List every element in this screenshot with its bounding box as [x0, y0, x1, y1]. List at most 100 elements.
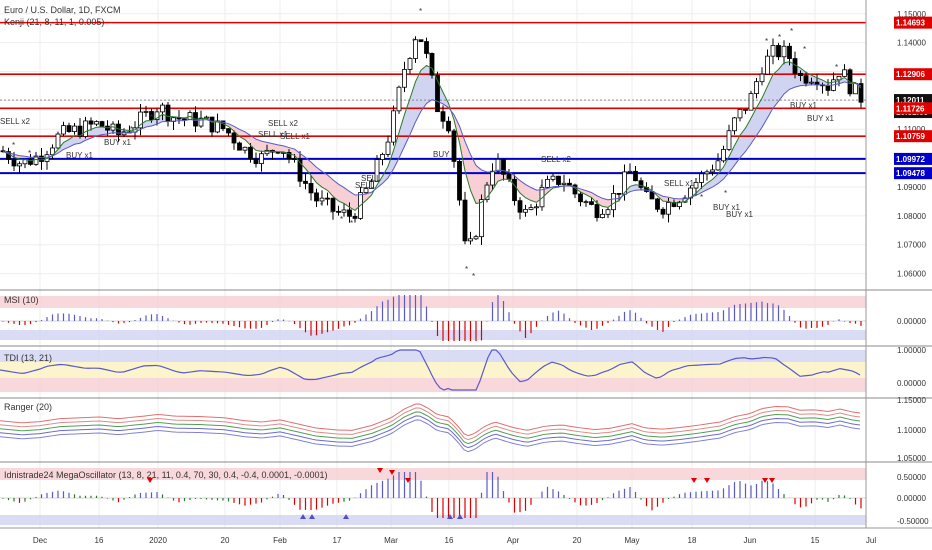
mega-down-marker	[405, 478, 411, 483]
band-segment	[267, 142, 273, 152]
candle-body	[369, 181, 374, 189]
msi-title: MSI (10)	[4, 295, 39, 305]
candle-body	[28, 159, 33, 165]
candle-body	[143, 111, 149, 113]
candle-body	[787, 45, 792, 59]
candle-body	[567, 182, 572, 186]
signal-star: *	[412, 37, 415, 46]
band-segment	[366, 192, 372, 201]
candle-body	[237, 142, 242, 151]
price-axis-tick: 1.06000	[897, 270, 926, 279]
candle-body	[198, 117, 204, 127]
candle-body	[308, 183, 314, 194]
band-segment	[734, 135, 740, 166]
slow-ma-line	[2, 81, 862, 201]
candle-body	[721, 149, 726, 162]
band-segment	[767, 74, 773, 118]
band-segment	[300, 153, 306, 169]
candle-body	[11, 159, 17, 167]
candle-body	[523, 209, 528, 213]
signal-star: *	[803, 45, 806, 54]
candle-body	[396, 86, 402, 112]
signal-stars: * * * * * * * * * * * * * * * * * * * * *	[12, 7, 838, 281]
candle-body	[391, 110, 396, 143]
time-axis-label: Dec	[33, 536, 47, 545]
ranger-line	[0, 407, 861, 441]
candle-body	[836, 76, 842, 81]
candle-body	[77, 125, 83, 137]
candle-body	[330, 197, 336, 212]
tdi-lower-zone	[0, 378, 866, 392]
band-segment	[476, 165, 482, 204]
candle-body	[473, 236, 479, 240]
band-segment	[327, 174, 333, 197]
band-segment	[404, 98, 410, 147]
price-tag-box	[894, 68, 932, 81]
band-segment	[707, 179, 713, 190]
signal-star: *	[700, 193, 703, 202]
signal-label: SELL x1	[258, 130, 288, 139]
candle-body	[248, 146, 253, 160]
time-axis-label: 15	[811, 536, 820, 545]
mega-down-marker	[769, 478, 775, 483]
band-segment	[822, 80, 828, 86]
price-tag-box	[894, 167, 932, 180]
candle-body	[693, 182, 699, 189]
signal-star: *	[130, 125, 133, 134]
candle-body	[319, 197, 325, 202]
band-segment	[333, 179, 339, 201]
fast-ma-line	[2, 61, 862, 211]
price-axis[interactable]: 1.150001.140001.130001.120001.110001.100…	[865, 0, 929, 528]
time-axis[interactable]: Dec 16 2020 20 Feb 17 Mar 16 Apr 20 May 18 Jun 15 Jul	[0, 527, 932, 545]
mega-down-marker	[377, 468, 383, 473]
tdi-mid-zone	[0, 362, 866, 378]
candle-body	[490, 170, 495, 186]
candle-body	[776, 45, 781, 58]
candle-body	[578, 193, 583, 203]
candle-body	[424, 41, 429, 54]
band-segment	[718, 167, 724, 184]
candle-body	[402, 69, 407, 88]
candle-body	[39, 155, 44, 162]
time-axis-label: Apr	[507, 536, 520, 545]
candle-body	[429, 53, 435, 76]
signal-star: *	[12, 141, 15, 150]
candle-body	[506, 173, 512, 180]
price-axis-tick: 1.14000	[897, 39, 926, 48]
candle-body	[88, 120, 94, 125]
candle-body	[858, 83, 864, 103]
price-axis-tick: 1.07000	[897, 241, 926, 250]
symbol-title: Euro / U.S. Dollar, 1D, FXCM	[4, 5, 121, 15]
tdi-line	[0, 349, 861, 391]
signal-star: *	[340, 215, 343, 224]
candle-body	[545, 178, 550, 188]
candle-body	[385, 141, 391, 155]
band-segment	[663, 196, 669, 202]
moving-average-lines	[2, 61, 862, 211]
ranger-axis-tick: 1.05000	[897, 454, 926, 463]
mega-up-marker	[300, 514, 306, 519]
signal-label: BUY x1	[66, 151, 94, 160]
candle-body	[798, 72, 803, 77]
mega-down-marker	[691, 478, 697, 483]
signal-label: BUY	[433, 150, 450, 159]
candle-body	[66, 125, 72, 132]
candle-body	[671, 202, 677, 207]
candle-body	[275, 151, 281, 154]
mega-down-marker	[762, 478, 768, 483]
signal-label: SELL x2	[541, 155, 571, 164]
candle-body	[765, 55, 770, 75]
indicator-title: Kenji (21, 8, 11, 1, 0.005)	[4, 17, 104, 27]
band-segment	[421, 65, 427, 112]
candle-body	[17, 163, 22, 167]
signal-star: *	[150, 113, 153, 122]
mega-axis-tick: -0.50000	[897, 517, 929, 526]
candle-body	[479, 199, 484, 238]
band-segment	[349, 191, 355, 211]
candle-body	[528, 207, 534, 210]
candle-body	[297, 158, 303, 182]
time-axis-label: Jun	[744, 536, 757, 545]
